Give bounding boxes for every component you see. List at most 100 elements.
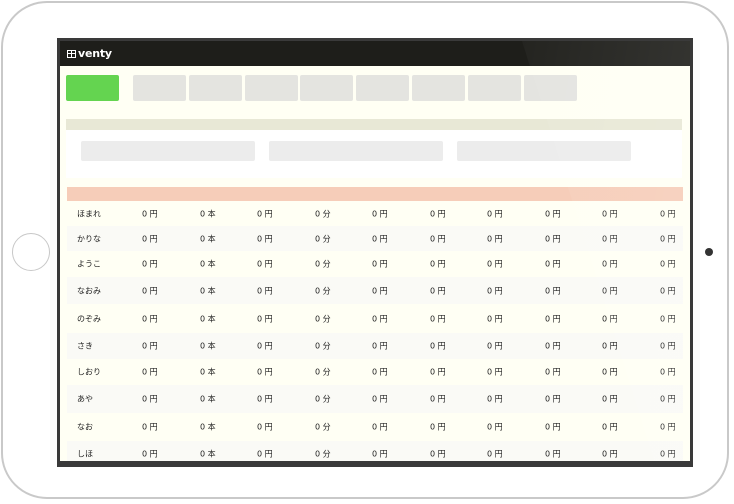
table-cell: 0 円 (487, 422, 503, 432)
table-cell: 0 円 (142, 259, 158, 269)
table-cell: 0 分 (315, 314, 331, 323)
table-row[interactable]: かりな 0 円 0 本 0 円 0 分 0 円 0 円 0 円 0 円 0 円 0 円 (67, 226, 683, 251)
table-cell: 0 円 (545, 286, 561, 295)
table-cell: 0 円 (660, 209, 676, 218)
table-cell: 0 円 (602, 314, 618, 323)
table-cell: 0 本 (200, 394, 216, 404)
table-row[interactable]: ほまれ 0 円 0 本 0 円 0 分 0 円 0 円 0 円 0 円 0 円 0 円 (67, 201, 683, 226)
tab-5[interactable] (300, 75, 353, 101)
table-cell: 0 円 (602, 449, 618, 459)
table-cell: 0 分 (315, 259, 331, 269)
table-cell: 0 円 (257, 259, 273, 269)
table-cell: 0 円 (660, 234, 676, 243)
table-cell: 0 円 (430, 449, 446, 459)
staff-name: なおみ (77, 286, 101, 295)
home-button[interactable] (12, 233, 50, 271)
table-cell: 0 円 (430, 209, 446, 218)
table-cell: 0 本 (200, 209, 216, 218)
tab-9[interactable] (524, 75, 577, 101)
table-cell: 0 円 (660, 394, 676, 404)
table-cell: 0 円 (372, 367, 388, 377)
tab-4[interactable] (245, 75, 298, 101)
table-cell: 0 円 (257, 394, 273, 404)
tab-6[interactable] (356, 75, 409, 101)
table-cell: 0 円 (487, 234, 503, 243)
table-cell: 0 円 (142, 449, 158, 459)
staff-name: しほ (77, 449, 93, 459)
table-row[interactable]: しほ 0 円 0 本 0 円 0 分 0 円 0 円 0 円 0 円 0 円 0 円 (67, 441, 683, 461)
table-cell: 0 円 (660, 367, 676, 377)
tab-8[interactable] (468, 75, 521, 101)
table-cell: 0 分 (315, 367, 331, 377)
tab-3[interactable] (189, 75, 242, 101)
filter-field-3[interactable] (457, 141, 631, 161)
app-logo[interactable]: venty (67, 47, 112, 60)
table-row[interactable]: のぞみ 0 円 0 本 0 円 0 分 0 円 0 円 0 円 0 円 0 円 0 円 (67, 304, 683, 333)
table-row[interactable]: ようこ 0 円 0 本 0 円 0 分 0 円 0 円 0 円 0 円 0 円 0 円 (67, 251, 683, 277)
table-cell: 0 円 (660, 422, 676, 432)
tab-7[interactable] (412, 75, 465, 101)
table-cell: 0 分 (315, 341, 331, 351)
table-cell: 0 円 (142, 314, 158, 323)
table-cell: 0 円 (660, 314, 676, 323)
table-cell: 0 円 (545, 234, 561, 243)
table-cell: 0 円 (142, 341, 158, 351)
table-cell: 0 円 (257, 367, 273, 377)
top-bar: venty (60, 41, 690, 66)
camera-icon (705, 248, 713, 256)
staff-name: かりな (77, 234, 101, 243)
table-cell: 0 円 (545, 209, 561, 218)
table-cell: 0 円 (142, 209, 158, 218)
table-row[interactable]: あや 0 円 0 本 0 円 0 分 0 円 0 円 0 円 0 円 0 円 0 円 (67, 385, 683, 413)
table-cell: 0 本 (200, 422, 216, 432)
table-cell: 0 円 (487, 341, 503, 351)
table-cell: 0 円 (372, 209, 388, 218)
staff-name: ほまれ (77, 209, 101, 218)
table-cell: 0 円 (372, 341, 388, 351)
table-cell: 0 円 (545, 367, 561, 377)
table-row[interactable]: しおり 0 円 0 本 0 円 0 分 0 円 0 円 0 円 0 円 0 円 0 円 (67, 359, 683, 385)
filter-field-1[interactable] (81, 141, 255, 161)
table-cell: 0 円 (430, 394, 446, 404)
table-cell: 0 円 (660, 286, 676, 295)
table-cell: 0 本 (200, 234, 216, 243)
table-cell: 0 円 (602, 394, 618, 404)
tab-1[interactable] (66, 75, 119, 101)
staff-name: さき (77, 341, 93, 351)
table-cell: 0 円 (372, 286, 388, 295)
table-cell: 0 分 (315, 234, 331, 243)
table-cell: 0 分 (315, 422, 331, 432)
table-cell: 0 円 (545, 449, 561, 459)
table-cell: 0 円 (257, 449, 273, 459)
logo-text: venty (78, 47, 112, 60)
table-cell: 0 本 (200, 367, 216, 377)
table-cell: 0 円 (430, 259, 446, 269)
table-cell: 0 本 (200, 286, 216, 295)
table-cell: 0 円 (142, 286, 158, 295)
tab-2[interactable] (133, 75, 186, 101)
table-header (67, 187, 683, 201)
filter-field-2[interactable] (269, 141, 443, 161)
table-row[interactable]: なおみ 0 円 0 本 0 円 0 分 0 円 0 円 0 円 0 円 0 円 0 円 (67, 277, 683, 304)
table-cell: 0 円 (545, 314, 561, 323)
table-cell: 0 円 (602, 259, 618, 269)
table-row[interactable]: なお 0 円 0 本 0 円 0 分 0 円 0 円 0 円 0 円 0 円 0 円 (67, 413, 683, 441)
table-cell: 0 分 (315, 286, 331, 295)
table-cell: 0 分 (315, 394, 331, 404)
table-cell: 0 円 (372, 449, 388, 459)
table-cell: 0 円 (545, 259, 561, 269)
table-cell: 0 円 (487, 449, 503, 459)
staff-name: しおり (77, 367, 101, 377)
table-cell: 0 円 (602, 367, 618, 377)
table-cell: 0 円 (372, 314, 388, 323)
filter-panel (66, 130, 682, 178)
table-cell: 0 円 (257, 209, 273, 218)
table-cell: 0 円 (430, 367, 446, 377)
table-cell: 0 円 (430, 314, 446, 323)
table-cell: 0 円 (142, 234, 158, 243)
table-cell: 0 円 (372, 234, 388, 243)
table-row[interactable]: さき 0 円 0 本 0 円 0 分 0 円 0 円 0 円 0 円 0 円 0 円 (67, 333, 683, 359)
